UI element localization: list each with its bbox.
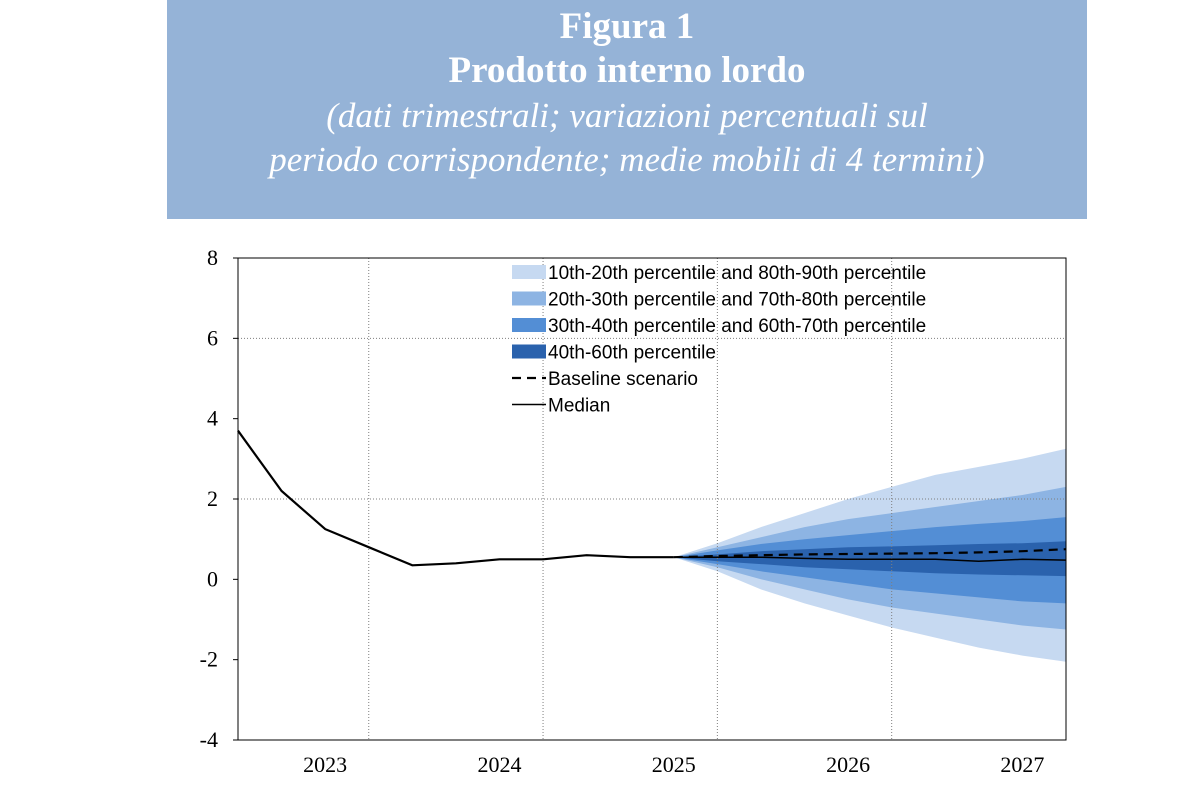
gridlines [238,258,1066,740]
chart-subtitle-line2: periodo corrispondente; medie mobili di … [269,140,985,179]
x-tick-label: 2023 [303,752,347,777]
chart-title: Prodotto interno lordo [448,50,806,91]
figure-label: Figura 1 [559,6,695,47]
chart-subtitle-line1: (dati trimestrali; variazioni percentual… [326,96,928,135]
legend-label: 40th-60th percentile [548,343,716,364]
legend-swatch-band-20-30 [512,291,546,306]
x-tick-label: 2025 [652,752,696,777]
legend-swatch-band-40-60 [512,344,546,359]
axes: -4 -2 0 2 4 6 8 2023 2024 2025 2026 2027 [200,245,1067,777]
legend-label: 20th-30th percentile and 70th-80th perce… [548,290,926,311]
y-tick-label: 4 [207,406,218,431]
y-tick-label: -4 [200,727,218,752]
y-tick-label: 6 [207,325,218,350]
figure-header: Figura 1 Prodotto interno lordo (dati tr… [167,0,1087,219]
legend-label: Baseline scenario [548,369,698,390]
x-tick-label: 2024 [477,752,521,777]
x-tick-label: 2027 [1000,752,1044,777]
fan-chart: -4 -2 0 2 4 6 8 2023 2024 2025 2026 2027 10th-20th … [200,245,1067,777]
fan-bands [673,448,1066,662]
legend-swatch-band-30-40 [512,318,546,332]
y-tick-label: 2 [207,486,218,511]
x-tick-label: 2026 [826,752,870,777]
y-tick-label: -2 [200,647,218,672]
y-tick-label: 8 [207,245,218,270]
series-lines [237,430,1067,567]
median-line [673,556,1067,563]
legend: 10th-20th percentile and 80th-90th perce… [512,263,926,417]
y-tick-label: 0 [207,566,218,591]
baseline-line [673,548,1067,559]
legend-label: 30th-40th percentile and 60th-70th perce… [548,316,926,337]
legend-swatch-band-10-20 [512,265,546,279]
history-line [237,430,674,567]
legend-label: 10th-20th percentile and 80th-90th perce… [548,263,926,284]
legend-label: Median [548,396,610,417]
